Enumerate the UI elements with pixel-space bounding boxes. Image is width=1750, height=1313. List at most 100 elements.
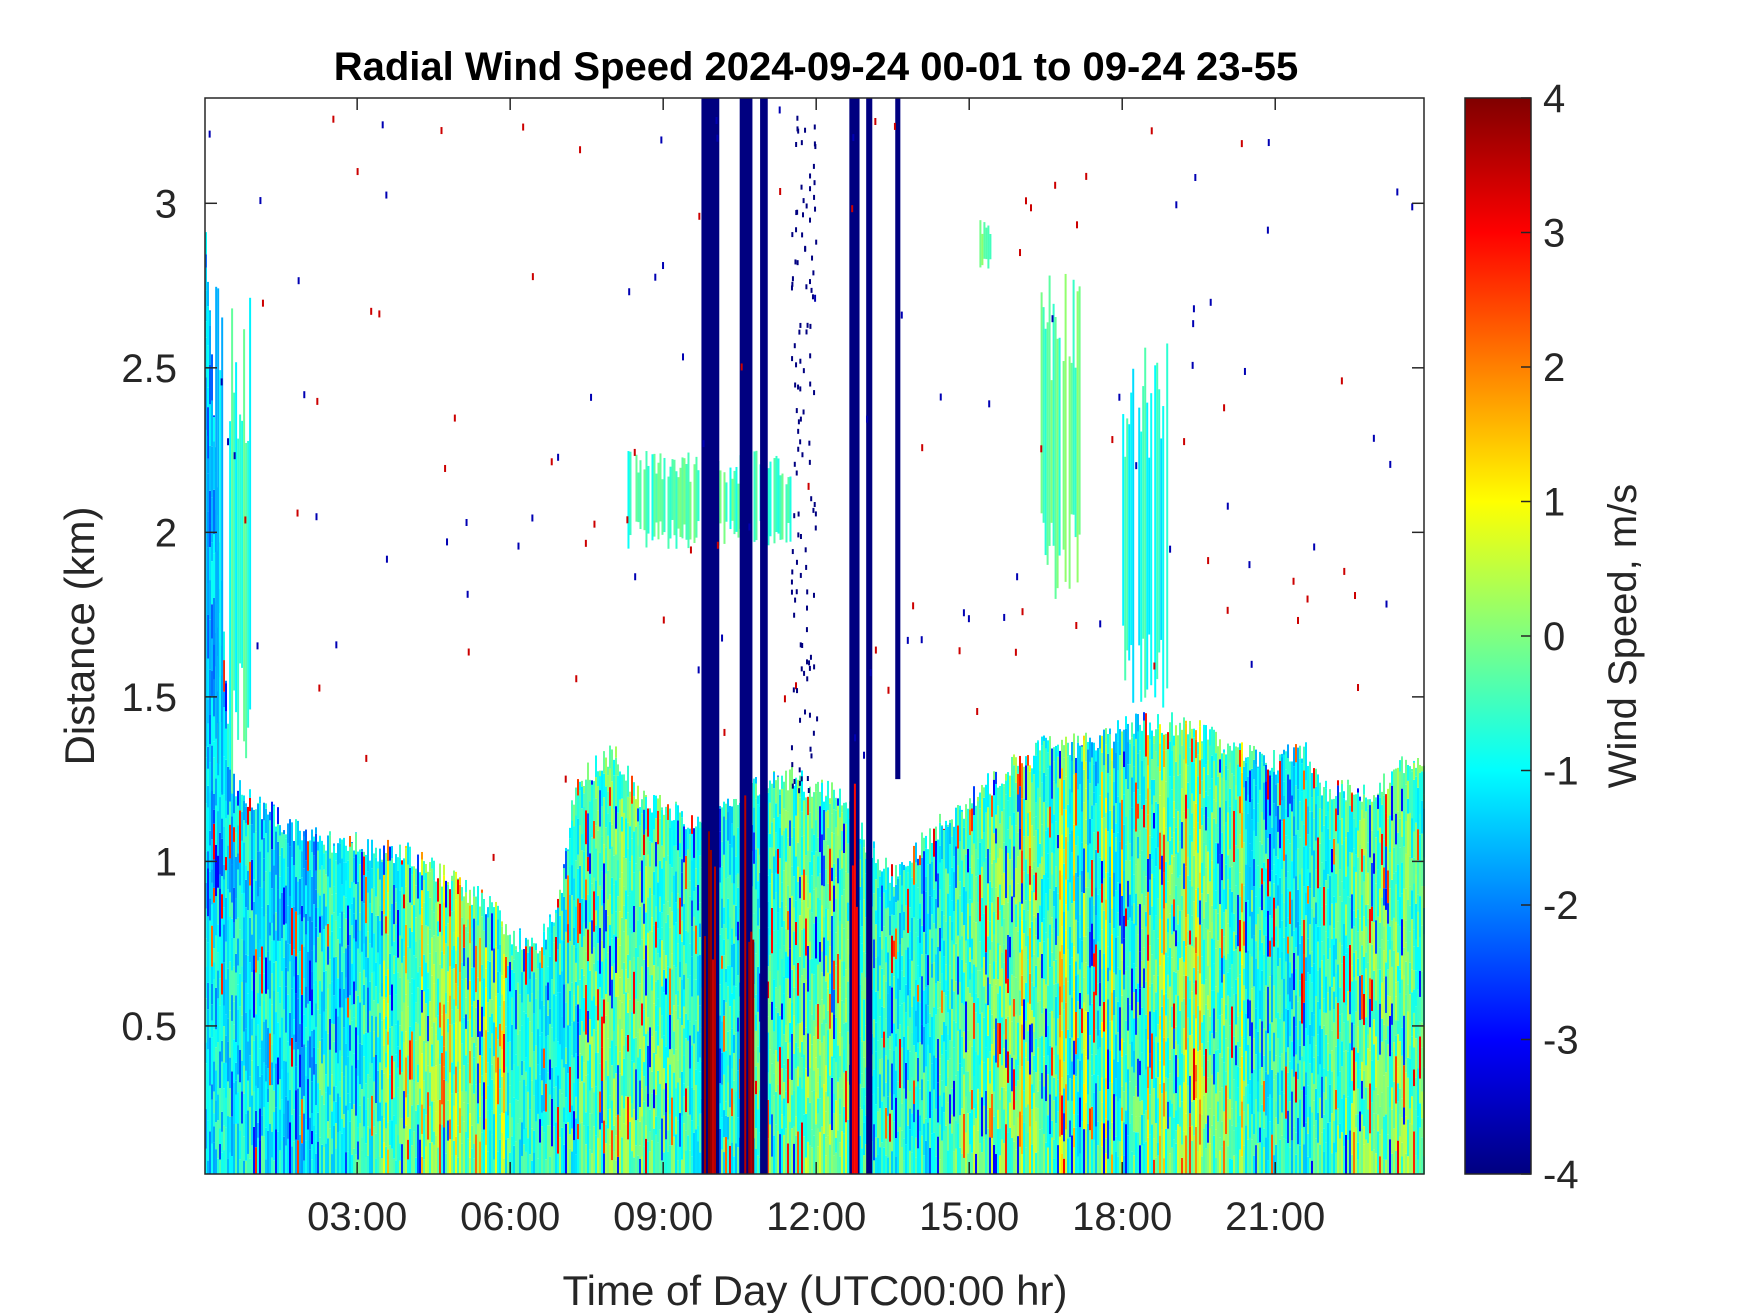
heatmap-cell bbox=[493, 982, 495, 1023]
heatmap-cell bbox=[241, 864, 243, 894]
heatmap-cell bbox=[399, 1143, 401, 1161]
heatmap-cell bbox=[291, 907, 293, 956]
heatmap-cell bbox=[625, 858, 627, 891]
heatmap-cell bbox=[423, 1108, 425, 1160]
heatmap-cell bbox=[649, 1109, 651, 1132]
heatmap-cell bbox=[899, 913, 901, 945]
heatmap-cell bbox=[769, 883, 771, 936]
heatmap-cell bbox=[895, 1033, 897, 1047]
heatmap-cell bbox=[923, 891, 925, 932]
heatmap-cell bbox=[395, 888, 397, 903]
heatmap-column bbox=[607, 766, 609, 1174]
heatmap-cell bbox=[879, 1016, 881, 1060]
heatmap-cell bbox=[631, 933, 633, 979]
heatmap-cell bbox=[623, 774, 625, 813]
heatmap-cell bbox=[609, 995, 611, 1048]
heatmap-cell bbox=[981, 1060, 983, 1098]
heatmap-cell bbox=[481, 1056, 483, 1076]
heatmap-cell bbox=[633, 796, 635, 832]
heatmap-column bbox=[931, 842, 933, 1174]
heatmap-cell bbox=[687, 1006, 689, 1021]
heatmap-cell bbox=[479, 1116, 481, 1142]
heatmap-cell bbox=[817, 781, 819, 811]
heatmap-cell bbox=[517, 1100, 519, 1124]
heatmap-column bbox=[565, 847, 567, 1174]
heatmap-cell bbox=[477, 1123, 479, 1174]
heatmap-cell bbox=[565, 847, 567, 852]
heatmap-cell bbox=[373, 853, 375, 888]
heatmap-cell bbox=[367, 931, 369, 958]
heatmap-cell bbox=[319, 1041, 321, 1090]
heatmap-cell bbox=[389, 860, 391, 911]
heatmap-cell bbox=[877, 1138, 879, 1155]
heatmap-cell bbox=[207, 785, 209, 808]
heatmap-cell bbox=[971, 1109, 973, 1153]
heatmap-cell bbox=[601, 871, 603, 890]
heatmap-cell bbox=[875, 863, 877, 880]
heatmap-cell bbox=[303, 946, 305, 979]
heatmap-cell bbox=[925, 848, 927, 877]
heatmap-cell bbox=[271, 1085, 273, 1132]
heatmap-cell bbox=[211, 983, 213, 1005]
heatmap-cell bbox=[555, 1066, 557, 1087]
heatmap-cell bbox=[967, 1153, 969, 1174]
heatmap-cell bbox=[679, 934, 681, 962]
heatmap-cell bbox=[349, 1121, 351, 1174]
heatmap-cell bbox=[969, 915, 971, 948]
heatmap-cell bbox=[637, 957, 639, 1002]
heatmap-cell bbox=[619, 878, 621, 912]
heatmap-cell bbox=[209, 714, 211, 745]
heatmap-cell bbox=[963, 849, 965, 887]
heatmap-cell bbox=[777, 873, 779, 913]
heatmap-cell bbox=[821, 782, 823, 835]
heatmap-cell bbox=[985, 812, 987, 858]
heatmap-cell bbox=[235, 953, 237, 973]
heatmap-cell bbox=[483, 1037, 485, 1083]
heatmap-cell bbox=[473, 1158, 475, 1174]
heatmap-cell bbox=[361, 851, 363, 902]
heatmap-cell bbox=[443, 902, 445, 955]
heatmap-cell bbox=[379, 964, 381, 994]
heatmap-cell bbox=[487, 1151, 489, 1174]
heatmap-cell bbox=[861, 877, 863, 927]
heatmap-cell bbox=[577, 1022, 579, 1056]
heatmap-cell bbox=[875, 1104, 877, 1138]
heatmap-cell bbox=[221, 818, 223, 839]
heatmap-cell bbox=[949, 916, 951, 966]
heatmap-cell bbox=[331, 894, 333, 915]
heatmap-cell bbox=[409, 1079, 411, 1129]
heatmap-cell bbox=[947, 1034, 949, 1061]
heatmap-column bbox=[885, 857, 887, 1174]
heatmap-cell bbox=[843, 928, 845, 962]
heatmap-cell bbox=[993, 1144, 995, 1174]
heatmap-cell bbox=[801, 1041, 803, 1058]
heatmap-cell bbox=[335, 1101, 337, 1124]
heatmap-cell bbox=[929, 828, 931, 864]
heatmap-cell bbox=[245, 1113, 247, 1161]
heatmap-column bbox=[593, 781, 595, 1174]
heatmap-cell bbox=[359, 1043, 361, 1085]
heatmap-cell bbox=[569, 941, 571, 991]
heatmap-cell bbox=[209, 404, 211, 446]
heatmap-cell bbox=[755, 1014, 757, 1031]
heatmap-column bbox=[631, 775, 633, 1174]
heatmap-cell bbox=[795, 1042, 797, 1069]
heatmap-cell bbox=[865, 953, 867, 978]
heatmap-cell bbox=[225, 1014, 227, 1036]
heatmap-cell bbox=[547, 927, 549, 967]
heatmap-cell bbox=[811, 1129, 813, 1148]
heatmap-cell bbox=[1007, 1082, 1009, 1133]
heatmap-column bbox=[859, 838, 861, 1174]
heatmap-cell bbox=[953, 872, 955, 912]
heatmap-cell bbox=[483, 930, 485, 979]
heatmap-column bbox=[207, 281, 209, 1174]
heatmap-cell bbox=[375, 1055, 377, 1104]
heatmap-cell bbox=[683, 1153, 685, 1174]
heatmap-cell bbox=[959, 982, 961, 1030]
heatmap-cell bbox=[921, 954, 923, 977]
heatmap-cell bbox=[209, 669, 211, 715]
heatmap-cell bbox=[245, 907, 247, 955]
heatmap-cell bbox=[401, 962, 403, 1012]
heatmap-cell bbox=[231, 918, 233, 938]
heatmap-cell bbox=[217, 1094, 219, 1121]
